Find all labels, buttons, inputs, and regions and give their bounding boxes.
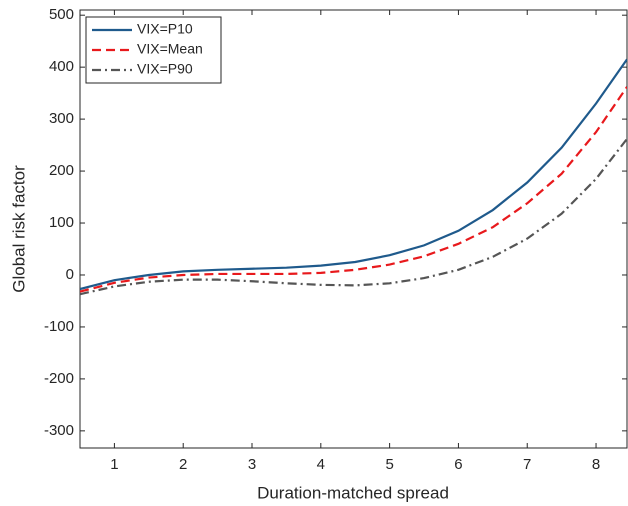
x-tick-label: 6 <box>454 456 462 473</box>
y-tick-label: 400 <box>49 58 74 75</box>
y-tick-label: 0 <box>66 266 74 283</box>
y-tick-label: 300 <box>49 110 74 127</box>
x-tick-label: 7 <box>523 456 531 473</box>
x-tick-label: 4 <box>317 456 325 473</box>
series-line <box>80 86 627 293</box>
x-axis-label: Duration-matched spread <box>257 483 449 502</box>
series-line <box>80 138 627 296</box>
y-tick-label: -100 <box>44 318 74 335</box>
y-axis-label: Global risk factor <box>9 165 28 293</box>
y-tick-label: -200 <box>44 370 74 387</box>
legend-label: VIX=P90 <box>137 61 193 77</box>
y-tick-label: 100 <box>49 214 74 231</box>
x-tick-label: 2 <box>179 456 187 473</box>
plot-frame <box>79 9 628 449</box>
x-tick-label: 3 <box>248 456 256 473</box>
y-tick-label: 500 <box>49 6 74 23</box>
legend-label: VIX=P10 <box>137 21 193 37</box>
legend-box <box>85 16 222 84</box>
x-tick-label: 5 <box>385 456 393 473</box>
plot-lines <box>80 58 627 296</box>
y-tick-label: -300 <box>44 422 74 439</box>
legend-label: VIX=Mean <box>137 41 203 57</box>
y-tick-label: 200 <box>49 162 74 179</box>
series-line <box>80 58 627 291</box>
x-tick-label: 8 <box>592 456 600 473</box>
x-tick-label: 1 <box>110 456 118 473</box>
